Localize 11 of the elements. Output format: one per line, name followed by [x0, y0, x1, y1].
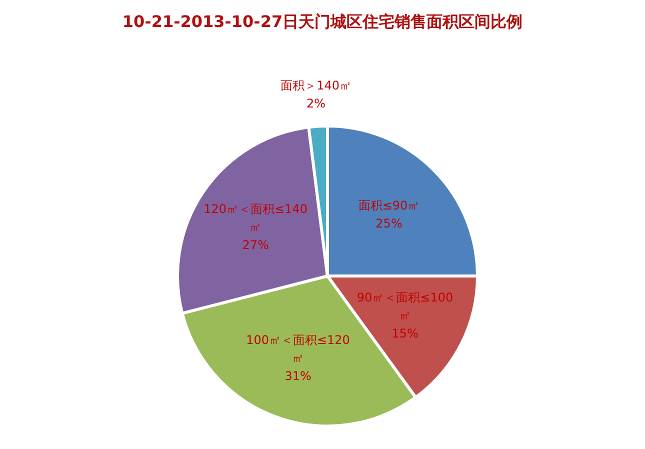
slice-label: 100㎡＜面积≤120㎡	[246, 332, 350, 365]
slice-label: 90㎡＜面积≤100㎡	[356, 290, 454, 322]
slice-label: 120㎡＜面积≤140㎡	[204, 202, 308, 234]
chart-title: 10-21-2013-10-27日天门城区住宅销售面积区间比例	[122, 12, 523, 31]
slice-label: 面积≤90㎡	[358, 198, 420, 212]
data-label: 25%	[376, 216, 402, 230]
slice-label: 面积＞140㎡	[280, 78, 352, 92]
data-label: 2%	[306, 96, 326, 110]
data-label: 27%	[242, 238, 269, 252]
data-label: 31%	[284, 368, 312, 383]
data-label: 15%	[392, 326, 418, 340]
